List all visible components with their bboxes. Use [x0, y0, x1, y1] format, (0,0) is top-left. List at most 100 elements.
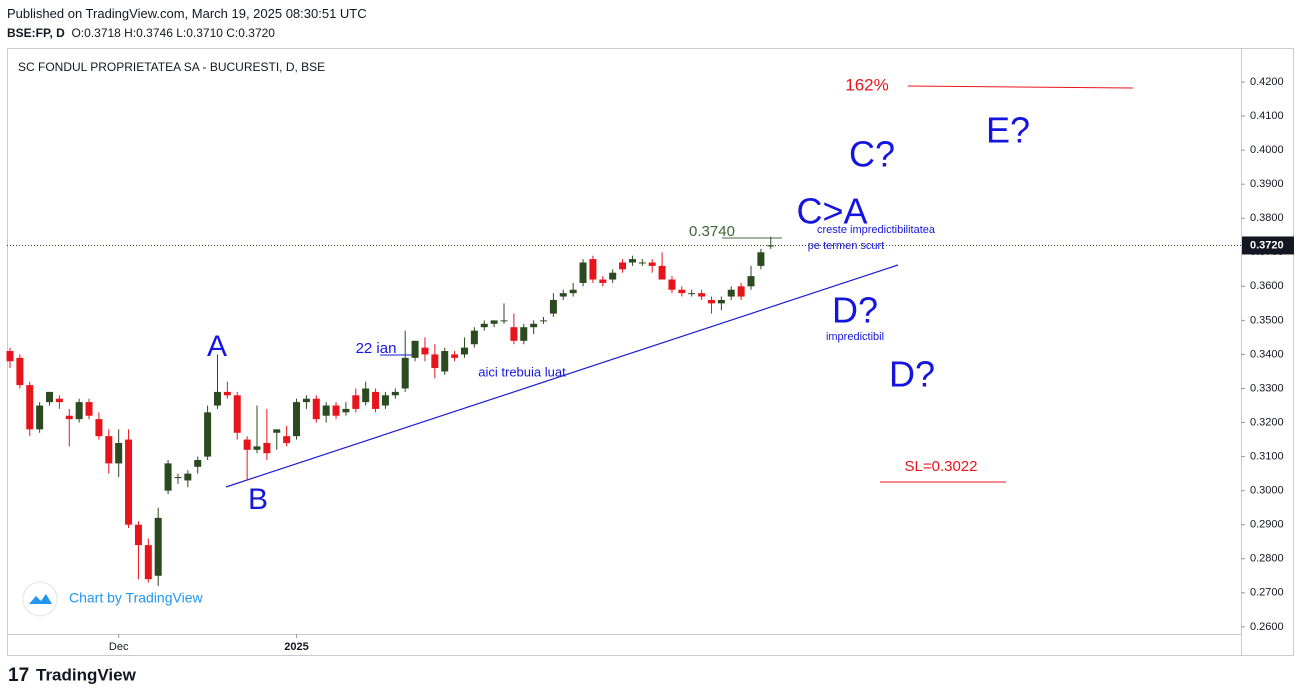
candle-body — [411, 340, 419, 358]
candle-body — [480, 323, 488, 328]
watermark-icon — [29, 594, 52, 604]
symbol-line: BSE:FP, D O:0.3718 H:0.3746 L:0.3710 C:0… — [7, 26, 275, 40]
level-label: 0.3740 — [689, 223, 735, 240]
candle-body — [490, 320, 498, 324]
candle-body — [362, 388, 370, 403]
ohlc: O:0.3718 H:0.3746 L:0.3710 C:0.3720 — [71, 26, 275, 40]
note: 22 ian — [356, 340, 397, 357]
note: pe termen scurt — [808, 240, 884, 252]
note: impredictibil — [826, 331, 884, 343]
candle-body — [105, 436, 113, 464]
candle-body — [332, 405, 340, 416]
candle-body — [144, 545, 152, 580]
candle-body — [312, 398, 320, 420]
candle-body — [233, 395, 241, 433]
candle-body — [342, 408, 350, 413]
candle-body — [451, 354, 459, 358]
candle-body — [628, 259, 636, 263]
candle-body — [609, 272, 617, 280]
candle-body — [619, 262, 627, 270]
y-tick-label: 0.3600 — [1250, 280, 1284, 292]
wave-label: D? — [889, 354, 935, 395]
candle-body — [263, 442, 271, 454]
candle-body — [36, 405, 44, 430]
candle-body — [658, 265, 666, 280]
candle-body — [638, 262, 646, 264]
candle-body — [55, 398, 63, 403]
y-tick-label: 0.3500 — [1250, 314, 1284, 326]
y-tick-label: 0.4200 — [1250, 76, 1284, 88]
candle-body — [460, 347, 468, 355]
y-tick-label: 0.3900 — [1250, 178, 1284, 190]
candle-body — [85, 402, 93, 416]
wave-label: D? — [832, 290, 878, 331]
candle-body — [737, 286, 745, 297]
candle-body — [134, 524, 142, 546]
last-price-label: 0.3720 — [1250, 239, 1284, 251]
candle-body — [6, 351, 14, 362]
candle-body — [243, 439, 251, 450]
published: Published on TradingView.com, March 19, … — [7, 6, 367, 21]
y-tick-label: 0.3000 — [1250, 485, 1284, 497]
candle-body — [372, 391, 380, 409]
candle-body — [75, 402, 83, 420]
chart-title: SC FONDUL PROPRIETATEA SA - BUCURESTI, D… — [18, 60, 325, 74]
candle-body — [767, 245, 775, 247]
x-tick-label: 2025 — [284, 641, 308, 653]
watermark-logo — [22, 581, 58, 617]
candle-body — [421, 347, 429, 355]
candle-body — [401, 357, 409, 389]
candle-body — [500, 320, 508, 322]
candle-body — [599, 279, 607, 283]
candle-body — [26, 385, 34, 430]
candle-body — [549, 299, 557, 314]
candle-body — [530, 323, 538, 328]
candle-body — [678, 289, 686, 294]
candle-body — [648, 262, 656, 266]
y-tick-label: 0.4000 — [1250, 144, 1284, 156]
y-tick-label: 0.4100 — [1250, 110, 1284, 122]
wave-label: C>A — [796, 191, 867, 232]
candle-body — [747, 276, 755, 287]
candle-body — [194, 459, 202, 467]
footer-brand-icon: 17 — [8, 665, 29, 686]
candle-body — [688, 293, 696, 295]
candle-body — [352, 395, 360, 409]
candle-body — [115, 442, 123, 464]
candle-body — [164, 463, 172, 491]
candle-body — [253, 446, 261, 450]
candle-body — [65, 415, 73, 420]
target-line — [907, 85, 1134, 89]
candle-body — [213, 391, 221, 406]
candle-body — [273, 429, 281, 433]
candle-body — [589, 259, 597, 280]
y-tick-label: 0.2800 — [1250, 553, 1284, 565]
candle-body — [668, 279, 676, 290]
candle-body — [559, 293, 567, 297]
wave-label: B — [248, 483, 268, 516]
candle-body — [569, 289, 577, 294]
candle-body — [154, 517, 162, 576]
note: aici trebuia luat — [478, 364, 566, 379]
target-label: 162% — [845, 75, 888, 94]
trendline — [225, 264, 899, 488]
candle-body — [46, 391, 54, 403]
y-tick-label: 0.2600 — [1250, 621, 1284, 633]
candle-body — [184, 473, 192, 481]
y-tick-label: 0.3800 — [1250, 212, 1284, 224]
candle-body — [470, 330, 478, 345]
candle-body — [223, 391, 231, 396]
candle-body — [540, 320, 548, 322]
candle-body — [727, 289, 735, 297]
last-price-tag — [1242, 236, 1294, 255]
candle-body — [293, 402, 301, 437]
candle-body — [441, 351, 449, 372]
candle-body — [431, 354, 439, 369]
candle-body — [707, 299, 715, 304]
candle-body — [125, 439, 133, 525]
y-tick-label: 0.3400 — [1250, 348, 1284, 360]
candle-body — [579, 262, 587, 283]
candle-body — [95, 419, 103, 437]
candle-body — [283, 436, 291, 443]
